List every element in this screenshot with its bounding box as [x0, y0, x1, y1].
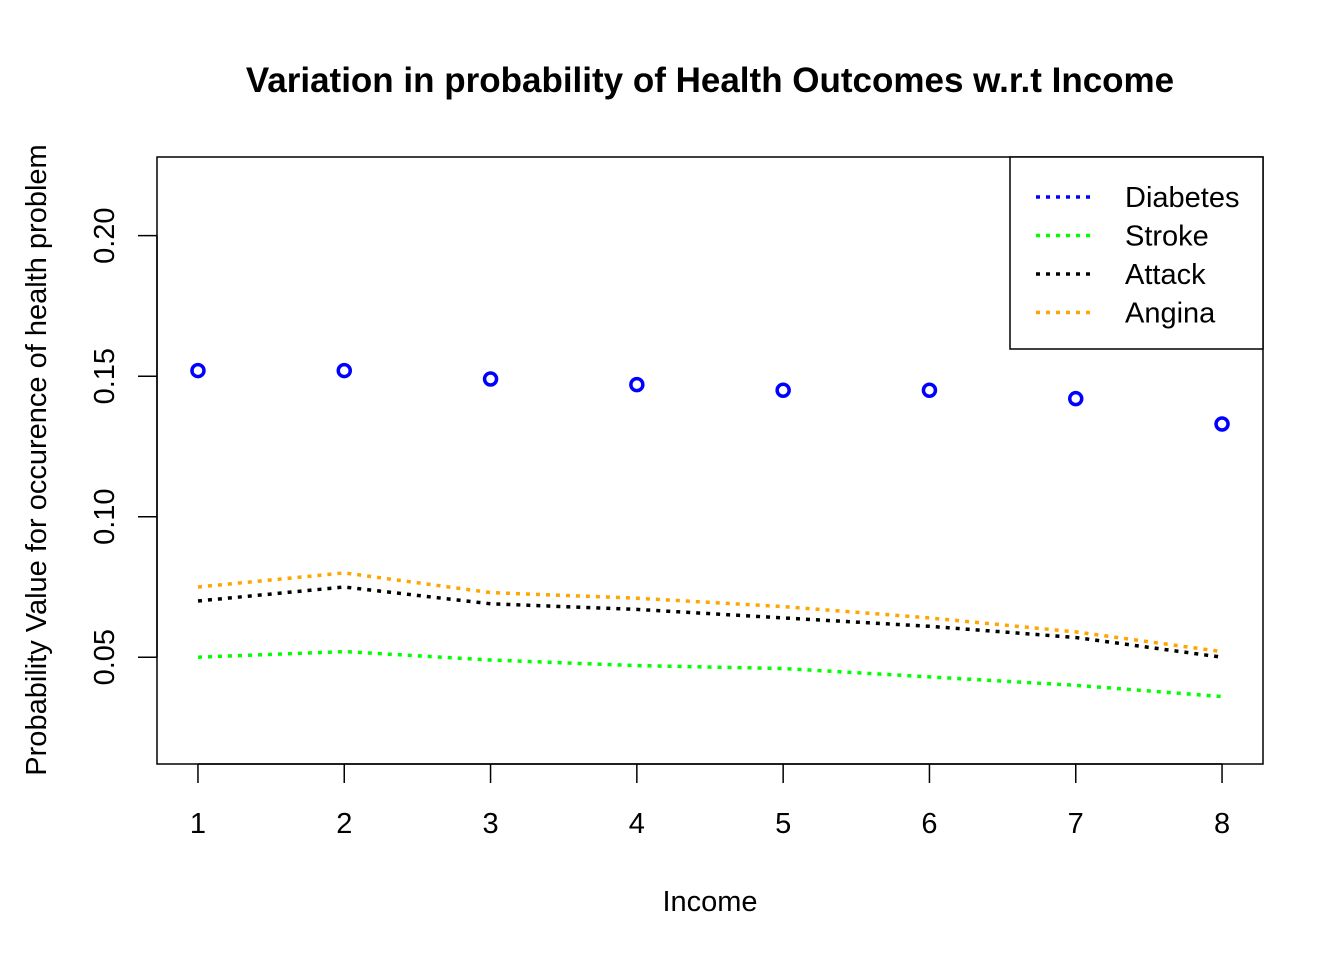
legend-item-attack: Attack — [1036, 259, 1206, 291]
angina-line — [197, 571, 1223, 654]
diabetes-point — [336, 362, 353, 379]
diabetes-point — [775, 382, 791, 398]
y-tick-label: 0.15 — [89, 348, 121, 404]
chart-title: Variation in probability of Health Outco… — [246, 61, 1174, 100]
legend-label: Angina — [1125, 298, 1216, 330]
y-tick-label: 0.10 — [89, 488, 121, 544]
diabetes-point — [190, 362, 206, 379]
legend-box — [1009, 156, 1264, 350]
diabetes-point — [1067, 390, 1084, 407]
x-tick-label: 6 — [921, 808, 937, 840]
legend-item-diabetes: Diabetes — [1036, 182, 1239, 214]
diabetes-point — [482, 371, 499, 387]
diabetes-point — [629, 376, 645, 393]
legend-label: Diabetes — [1125, 182, 1239, 214]
stroke-line — [197, 649, 1223, 699]
x-axis: 1 2 3 4 5 6 7 8 — [190, 763, 1230, 840]
y-tick-label: 0.05 — [89, 629, 121, 685]
x-tick-label: 5 — [775, 808, 791, 840]
plot-area — [190, 362, 1230, 699]
x-tick-label: 7 — [1068, 808, 1084, 840]
y-axis: 0.05 0.10 0.15 0.20 — [89, 207, 158, 685]
x-axis-label: Income — [662, 886, 757, 918]
legend-item-angina: Angina — [1036, 298, 1216, 330]
legend-item-stroke: Stroke — [1036, 221, 1209, 253]
legend-label: Stroke — [1125, 221, 1209, 253]
legend-label: Attack — [1125, 259, 1206, 291]
legend: Diabetes Stroke Attack Angina — [1009, 156, 1264, 350]
x-tick-label: 2 — [336, 808, 352, 840]
diabetes-point — [921, 382, 938, 398]
diabetes-point — [1214, 416, 1230, 432]
y-axis-label: Probability Value for occurence of healt… — [21, 144, 53, 775]
x-tick-label: 8 — [1214, 808, 1230, 840]
x-tick-label: 1 — [190, 808, 206, 840]
x-tick-label: 4 — [629, 808, 645, 840]
attack-line — [197, 585, 1223, 659]
x-tick-label: 3 — [482, 808, 498, 840]
y-tick-label: 0.20 — [89, 207, 121, 263]
